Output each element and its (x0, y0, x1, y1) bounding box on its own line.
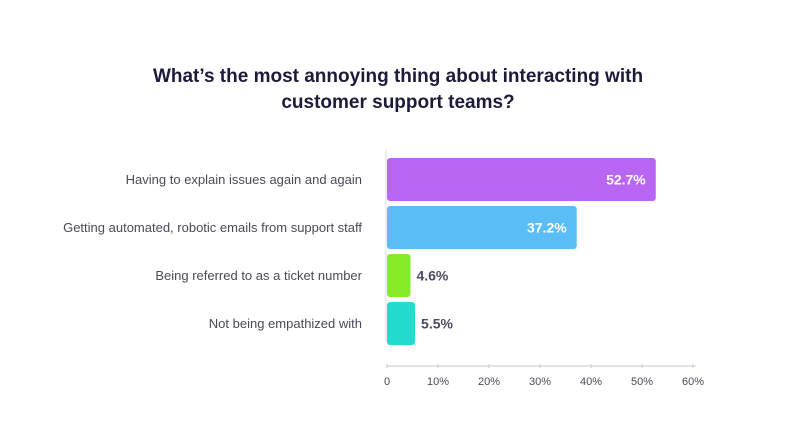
bar (387, 254, 411, 297)
x-tick-label: 0 (384, 376, 390, 388)
x-tick-label: 50% (631, 376, 653, 388)
x-tick-label: 60% (682, 376, 704, 388)
x-tick-label: 40% (580, 376, 602, 388)
value-label: 4.6% (416, 268, 448, 284)
bar (387, 302, 416, 345)
category-label: Being referred to as a ticket number (155, 268, 362, 283)
bars-layer: Having to explain issues again and again… (63, 158, 656, 345)
bar (387, 158, 656, 201)
x-tick-label: 20% (478, 376, 500, 388)
chart-title-line-1: What’s the most annoying thing about int… (152, 66, 644, 87)
x-axis: 0 10% 20% 30% 40% 50% 60% (384, 150, 704, 388)
category-label: Not being empathized with (209, 316, 362, 331)
category-label: Getting automated, robotic emails from s… (63, 220, 362, 235)
x-tick-label: 30% (529, 376, 551, 388)
x-tick-label: 10% (427, 376, 449, 388)
value-label: 52.7% (606, 172, 646, 188)
value-label: 37.2% (527, 220, 567, 236)
chart-title: What’s the most annoying thing about int… (0, 64, 796, 116)
chart-title-line-2: customer support teams? (281, 92, 515, 113)
bar (387, 206, 577, 249)
value-label: 5.5% (421, 316, 453, 332)
category-label: Having to explain issues again and again (126, 172, 362, 187)
